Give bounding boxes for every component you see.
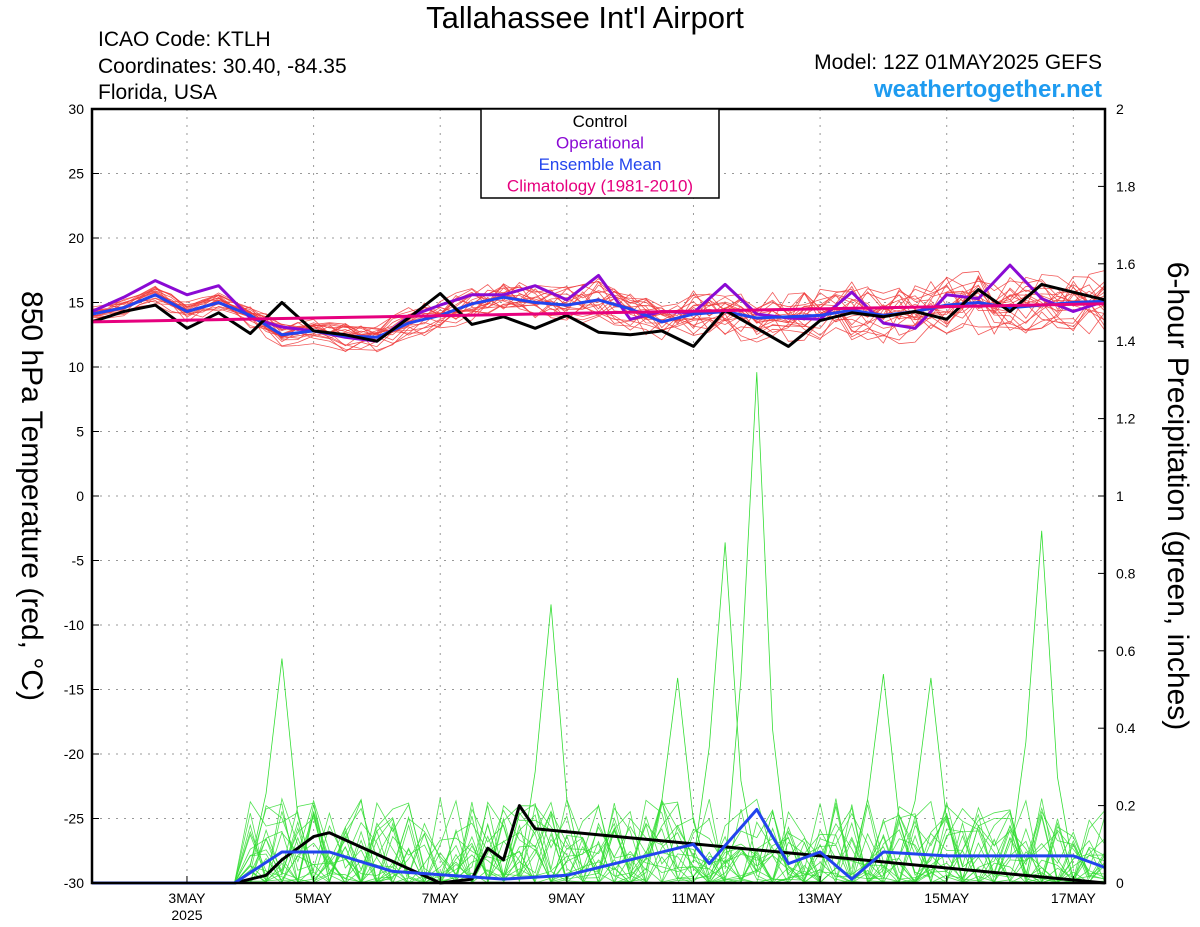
y2-tick-label: 1.4 bbox=[1116, 333, 1136, 349]
precip-member-line bbox=[92, 799, 1106, 884]
y2-axis-label: 6-hour Precipitation (green, inches) bbox=[1161, 262, 1194, 731]
y2-tick-label: 1.8 bbox=[1116, 178, 1136, 194]
y1-tick-label: -20 bbox=[64, 746, 84, 762]
y1-tick-label: -30 bbox=[64, 875, 84, 891]
y2-tick-label: 1 bbox=[1116, 488, 1124, 504]
precip-member-spike bbox=[249, 658, 314, 873]
x-tick-label: 7MAY bbox=[422, 890, 460, 906]
y1-tick-label: -15 bbox=[64, 682, 84, 698]
x-tick-label: 11MAY bbox=[672, 890, 716, 906]
precip-member-line bbox=[92, 799, 1106, 884]
legend-entry: Operational bbox=[556, 134, 644, 153]
y1-tick-label: 5 bbox=[76, 424, 84, 440]
y1-tick-label: -10 bbox=[64, 617, 84, 633]
icao-code: ICAO Code: KTLH bbox=[98, 28, 271, 51]
y2-tick-label: 1.2 bbox=[1116, 411, 1136, 427]
legend: Control Operational Ensemble Mean Climatolo… bbox=[480, 108, 720, 199]
y1-tick-label: 0 bbox=[76, 488, 84, 504]
temp-member-line bbox=[91, 277, 1106, 336]
y1-tick-label: 25 bbox=[68, 166, 84, 182]
y1-tick-label: -5 bbox=[72, 553, 85, 569]
series-line-control-y1 bbox=[91, 282, 1106, 348]
precip-member-spike bbox=[645, 677, 710, 876]
y2-tick-label: 0.6 bbox=[1116, 643, 1136, 659]
series-line-climatology-1981-2010-y1 bbox=[91, 302, 1106, 324]
y1-tick-label: 20 bbox=[68, 230, 84, 246]
precip-member-line bbox=[92, 798, 1106, 884]
temp-member-line bbox=[91, 297, 1106, 352]
x-tick-label: 17MAY bbox=[1051, 890, 1097, 906]
legend-entry: Climatology (1981-2010) bbox=[507, 177, 693, 196]
temp-member-line bbox=[91, 276, 1106, 338]
y2-tick-label: 0 bbox=[1116, 875, 1124, 891]
temp-member-line bbox=[91, 299, 1106, 353]
x-tick-label: 15MAY bbox=[924, 890, 970, 906]
y1-axis-label: 850 hPa Temperature (red, °C) bbox=[15, 291, 48, 701]
precip-member-line bbox=[92, 797, 1106, 885]
legend-entry: Ensemble Mean bbox=[539, 155, 662, 174]
main-series bbox=[91, 263, 1106, 885]
site-link[interactable]: weathertogether.net bbox=[873, 76, 1102, 103]
precip-member-line bbox=[92, 802, 1106, 884]
y2-tick-label: 0.2 bbox=[1116, 798, 1136, 814]
precip-member-spike bbox=[898, 677, 963, 866]
y1-tick-label: 15 bbox=[68, 295, 84, 311]
y1-axis-ticks: 30 25 20 15 10 5 0 -5 -10 -15 -20 -25 -30 bbox=[64, 101, 99, 891]
y1-tick-label: 30 bbox=[68, 101, 84, 117]
model-run: Model: 12Z 01MAY2025 GEFS bbox=[814, 51, 1102, 74]
y2-tick-label: 2 bbox=[1116, 101, 1124, 117]
y2-tick-label: 0.8 bbox=[1116, 565, 1136, 581]
y2-tick-label: 1.6 bbox=[1116, 256, 1136, 272]
region: Florida, USA bbox=[98, 81, 218, 104]
temp-member-line bbox=[91, 297, 1106, 353]
precip-member-spike bbox=[518, 604, 584, 875]
series-line-ensemble-mean-y2 bbox=[92, 808, 1106, 885]
precip-member-spike bbox=[693, 542, 758, 867]
y1-tick-label: 10 bbox=[68, 359, 84, 375]
grid-lines bbox=[92, 109, 1105, 883]
coordinates: Coordinates: 30.40, -84.35 bbox=[98, 55, 347, 78]
x-tick-label: 13MAY bbox=[798, 890, 844, 906]
x-tick-label: 5MAY bbox=[295, 890, 333, 906]
precip-member-spike bbox=[1009, 530, 1074, 869]
precip-member-line bbox=[92, 798, 1106, 884]
y1-tick-label: -25 bbox=[64, 811, 84, 827]
y2-tick-label: 0.4 bbox=[1116, 720, 1136, 736]
x-tick-label: 3MAY bbox=[168, 890, 206, 906]
x-tick-label: 9MAY bbox=[548, 890, 586, 906]
plot-frame bbox=[90, 107, 1107, 885]
legend-box bbox=[480, 108, 720, 199]
y2-axis-ticks: 2 1.8 1.6 1.4 1.2 1 0.8 0.6 0.4 0.2 0 bbox=[1098, 101, 1136, 891]
chart-title: Tallahassee Int'l Airport bbox=[426, 0, 744, 35]
x-tick-sublabel: 2025 bbox=[171, 907, 202, 923]
precip-member-spike bbox=[724, 372, 789, 869]
precip-ensemble-members bbox=[92, 372, 1106, 885]
legend-entry: Control bbox=[573, 112, 628, 131]
